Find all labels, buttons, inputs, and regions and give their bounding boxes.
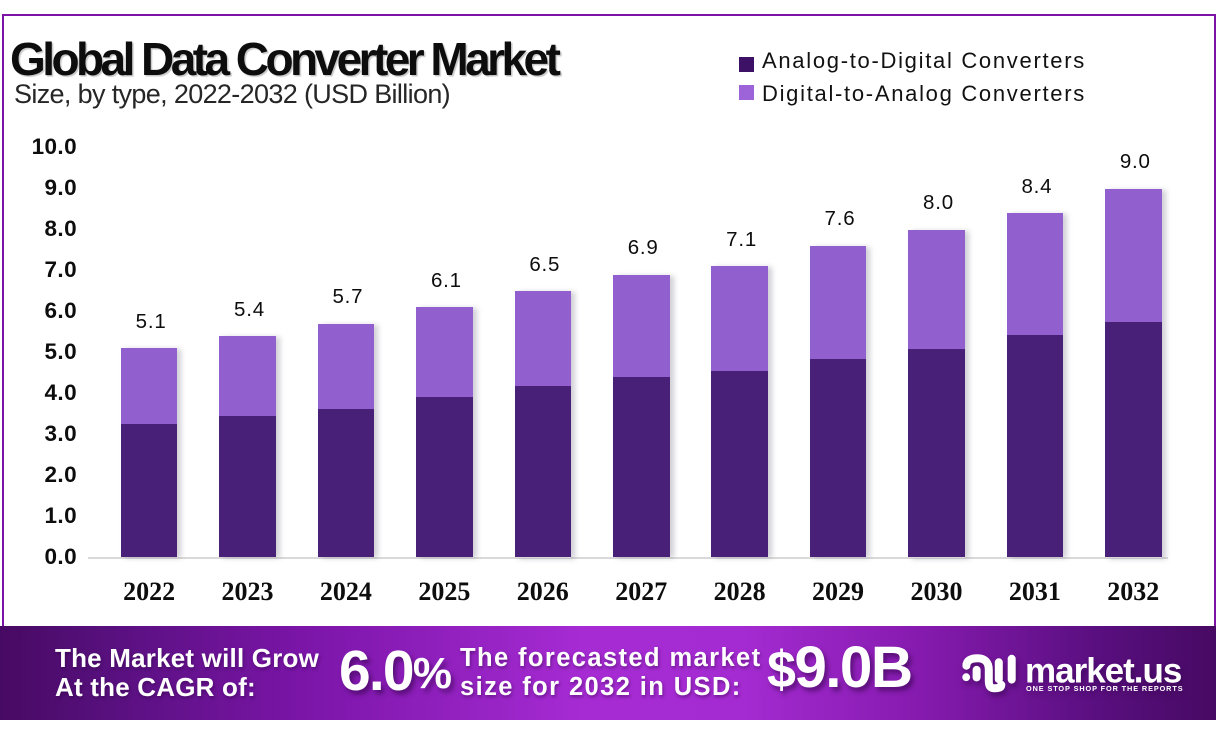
svg-text:ONE STOP SHOP FOR THE REPORTS: ONE STOP SHOP FOR THE REPORTS xyxy=(1026,684,1183,693)
svg-text:market.us: market.us xyxy=(1025,652,1182,691)
